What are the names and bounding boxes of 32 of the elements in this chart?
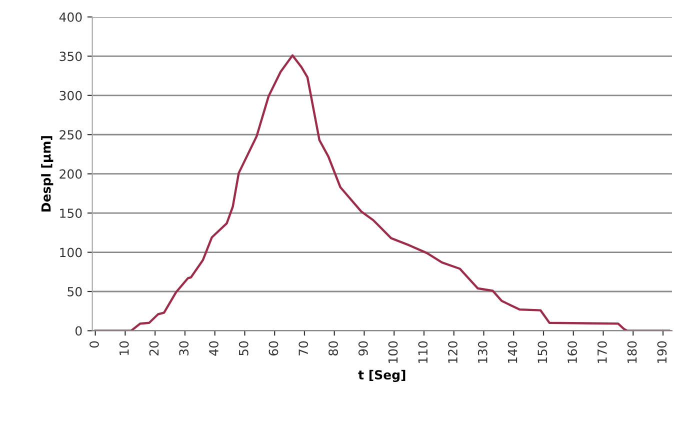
y-tick-label: 350 bbox=[60, 52, 82, 62]
x-tick-label: 50 bbox=[238, 341, 248, 356]
y-tick-label: 0 bbox=[75, 326, 82, 336]
x-tick-label: 140 bbox=[508, 341, 518, 363]
x-tick-label: 120 bbox=[448, 341, 458, 363]
x-tick-label: 80 bbox=[328, 341, 338, 356]
x-tick-label: 60 bbox=[268, 341, 278, 356]
x-tick-label: 170 bbox=[597, 341, 607, 363]
y-tick-label: 200 bbox=[60, 169, 82, 179]
x-tick-label: 30 bbox=[179, 341, 189, 356]
x-tick-label: 160 bbox=[568, 341, 578, 363]
y-tick-label: 100 bbox=[60, 248, 82, 258]
y-tick-label: 400 bbox=[59, 12, 82, 22]
y-tick-label: 150 bbox=[60, 208, 82, 218]
x-tick-label: 70 bbox=[298, 341, 308, 356]
y-tick-label: 300 bbox=[60, 90, 82, 100]
x-tick-label: 110 bbox=[418, 341, 428, 363]
line-series bbox=[94, 54, 670, 331]
x-tick-label: 130 bbox=[478, 341, 488, 363]
x-tick-label: 10 bbox=[119, 341, 129, 355]
x-axis-title: t [Seg] bbox=[358, 370, 406, 382]
x-tick-label: 0 bbox=[90, 341, 99, 348]
x-tick-label: 150 bbox=[538, 341, 548, 363]
x-tick-label: 180 bbox=[627, 341, 637, 363]
y-tick-label: 50 bbox=[68, 286, 82, 296]
y-tick-label: 250 bbox=[60, 130, 82, 140]
x-tick-label: 20 bbox=[149, 341, 159, 356]
x-tick-label: 100 bbox=[388, 341, 398, 363]
x-tick-label: 90 bbox=[358, 341, 368, 356]
y-axis-title: Despl [µm] bbox=[41, 136, 54, 212]
x-tick-label: 40 bbox=[209, 341, 218, 356]
x-tick-label: 190 bbox=[657, 341, 667, 363]
